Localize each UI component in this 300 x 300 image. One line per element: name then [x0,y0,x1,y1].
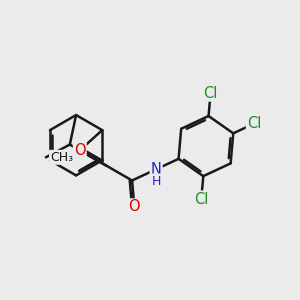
Text: H: H [152,175,161,188]
Text: Cl: Cl [203,85,218,100]
Text: O: O [129,200,140,214]
Text: Cl: Cl [194,192,208,207]
Text: N: N [151,162,162,177]
Text: CH₃: CH₃ [50,151,73,164]
Text: Cl: Cl [247,116,261,131]
Text: O: O [74,143,85,158]
